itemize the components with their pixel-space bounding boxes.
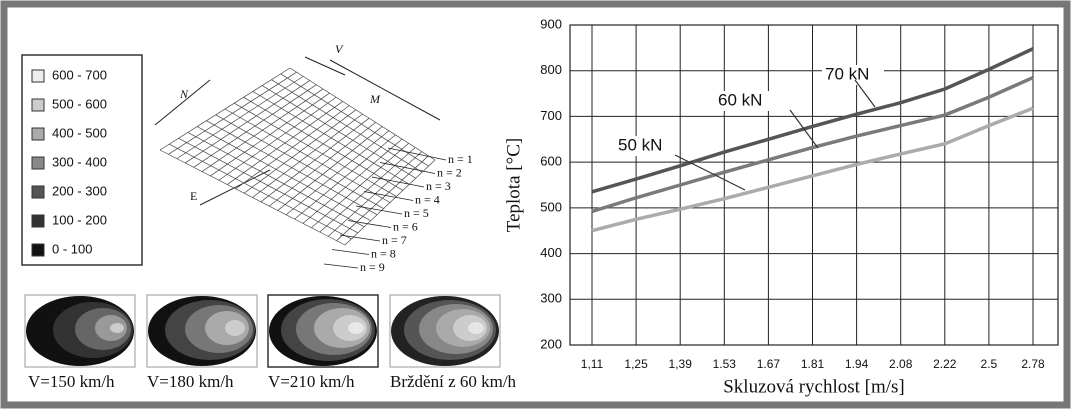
annotation-leader [854, 79, 876, 108]
diagram-grid [234, 102, 397, 197]
caption: V=180 km/h [147, 372, 234, 391]
y-tick-label: 400 [540, 245, 562, 260]
y-tick-label: 200 [540, 336, 562, 351]
x-tick-label: 1.53 [713, 357, 737, 371]
x-tick-label: 2.08 [889, 357, 913, 371]
diagram-grid [187, 132, 365, 228]
legend-swatch [31, 156, 45, 170]
row-pointer [355, 205, 403, 215]
panel [24, 294, 136, 368]
x-tick-label: 2.5 [981, 357, 998, 371]
diagram-arrows [154, 56, 441, 206]
legend-label: 200 - 300 [52, 183, 107, 198]
row-pointer [347, 220, 392, 228]
x-tick-label: 1.81 [801, 357, 825, 371]
ellipse-panels [24, 294, 501, 368]
diagram-grid [178, 137, 359, 234]
legend-label: 0 - 100 [52, 241, 92, 256]
legend-label: 600 - 700 [52, 67, 107, 82]
legend-label: 500 - 600 [52, 96, 107, 111]
diagram-grid [159, 149, 346, 246]
row-pointer [339, 234, 381, 242]
diagram-grid [169, 143, 352, 240]
row-label: n = 2 [437, 165, 462, 179]
legend-swatch [31, 185, 45, 199]
caption: Brždění z 60 km/h [390, 372, 517, 391]
x-tick-label: 1,39 [669, 357, 693, 371]
y-tick-label: 800 [540, 62, 562, 77]
row-label: n = 5 [404, 206, 429, 220]
row-label: n = 9 [360, 260, 385, 274]
series-line [591, 106, 1034, 233]
diagram-grid [224, 108, 391, 203]
y-tick-label: 900 [540, 16, 562, 31]
y-tick-label: 600 [540, 154, 562, 169]
row-label: n = 1 [448, 152, 473, 166]
y-tick-label: 700 [540, 108, 562, 123]
series-annotation: 60 kN [718, 90, 762, 109]
diagram-grid [243, 96, 404, 191]
diagram-grid [271, 79, 423, 173]
annotation-bg [822, 65, 884, 85]
x-axis-label: Skluzová rychlost [m/s] [723, 376, 905, 397]
row-pointer [379, 162, 436, 174]
row-label: n = 8 [371, 246, 396, 260]
series-line [591, 47, 1034, 194]
x-tick-label: 1.67 [757, 357, 781, 371]
diagram-grid [289, 67, 436, 161]
panel [146, 294, 258, 368]
x-tick-label: 1,11 [581, 357, 604, 371]
series-line [591, 75, 1034, 214]
row-label: n = 3 [426, 179, 451, 193]
row-pointer [387, 147, 447, 161]
x-tick-label: 1,25 [624, 357, 648, 371]
legend-label: 300 - 400 [52, 154, 107, 169]
legend-swatch [31, 243, 45, 257]
panel [389, 294, 501, 368]
legend-swatch [31, 127, 45, 141]
annotation-leader [789, 109, 819, 149]
row-label: n = 7 [382, 233, 407, 247]
row-pointer [331, 249, 370, 255]
annotation-bg [715, 91, 777, 111]
annotation-leader [674, 154, 746, 191]
diagram-grid [261, 85, 416, 179]
row-pointer [323, 263, 359, 269]
plot-area [569, 24, 1059, 346]
legend-swatch [31, 98, 45, 112]
y-tick-label: 300 [540, 291, 562, 306]
diagram-label: V [335, 42, 344, 56]
legend-swatch [31, 214, 45, 228]
annotation-bg [615, 136, 677, 156]
y-axis-label: Teplota [°C] [503, 138, 524, 232]
series-annotation: 70 kN [825, 64, 869, 83]
row-pointer [363, 191, 414, 201]
legend-label: 100 - 200 [52, 212, 107, 227]
caption: V=150 km/h [28, 372, 115, 391]
x-tick-label: 1.94 [845, 357, 869, 371]
legend-swatch [31, 69, 45, 83]
diagram-grid [280, 73, 429, 167]
diagram-grid [206, 120, 378, 215]
x-tick-label: 2.78 [1021, 357, 1045, 371]
row-pointer [371, 176, 425, 188]
y-tick-label: 500 [540, 199, 562, 214]
panel [267, 294, 379, 368]
caption: V=210 km/h [268, 372, 355, 391]
diagram-label: E [190, 189, 197, 203]
diagram-grid [252, 91, 410, 185]
diagram-label: N [179, 87, 189, 101]
diagram-grid [215, 114, 384, 209]
diagram-label: M [369, 92, 381, 106]
row-label: n = 4 [415, 192, 440, 206]
series-annotation: 50 kN [618, 135, 662, 154]
legend-label: 400 - 500 [52, 125, 107, 140]
row-label: n = 6 [393, 219, 418, 233]
x-tick-label: 2.22 [933, 357, 957, 371]
diagram-grid [196, 126, 371, 222]
